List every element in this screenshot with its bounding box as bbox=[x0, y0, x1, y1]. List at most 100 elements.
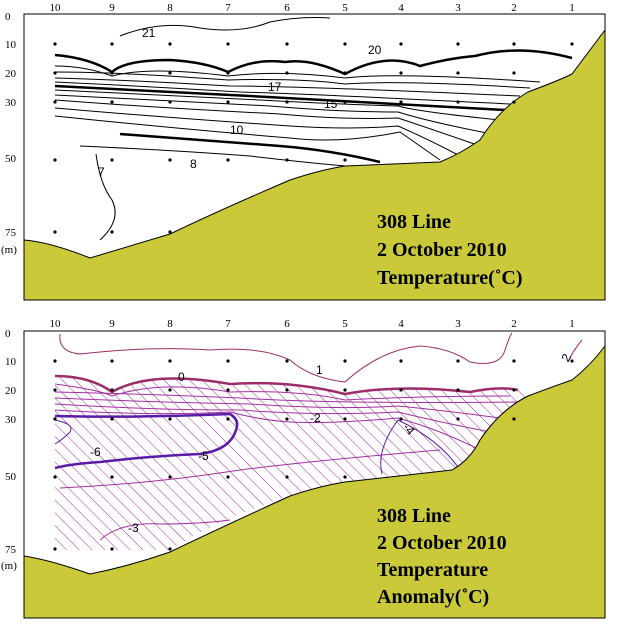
sample-point bbox=[570, 359, 574, 363]
depth-label: 20 bbox=[5, 385, 17, 397]
seafloor-terrain bbox=[23, 28, 606, 301]
contour-label: 17 bbox=[268, 80, 282, 94]
contour-label: 0 bbox=[178, 370, 185, 384]
sample-point bbox=[285, 475, 289, 479]
station-label: 5 bbox=[342, 2, 348, 14]
station-label: 5 bbox=[342, 318, 348, 330]
sample-point bbox=[168, 475, 172, 479]
station-label: 6 bbox=[284, 2, 290, 14]
sample-point bbox=[512, 388, 516, 392]
sample-point bbox=[168, 71, 172, 75]
sample-point bbox=[456, 71, 460, 75]
sample-point bbox=[226, 158, 230, 162]
station-axis: 10 9 8 7 6 5 4 3 2 1 bbox=[50, 318, 575, 330]
depth-label: 50 bbox=[5, 153, 17, 165]
station-label: 7 bbox=[225, 2, 231, 14]
station-label: 4 bbox=[398, 2, 404, 14]
sample-point bbox=[343, 100, 347, 104]
station-label: 1 bbox=[569, 2, 575, 14]
sample-point bbox=[53, 230, 57, 234]
station-label: 2 bbox=[511, 318, 517, 330]
depth-label: 10 bbox=[5, 39, 17, 51]
contour-label: 10 bbox=[230, 123, 244, 137]
sample-points bbox=[53, 359, 574, 551]
temperature-panel: 10 9 8 7 6 5 4 3 2 1 0 10 20 30 50 75 (m… bbox=[1, 2, 606, 301]
sample-point bbox=[512, 359, 516, 363]
depth-label: 0 bbox=[5, 328, 11, 340]
station-label: 3 bbox=[455, 318, 461, 330]
sample-point bbox=[168, 100, 172, 104]
sample-point bbox=[456, 42, 460, 46]
sample-point bbox=[53, 388, 57, 392]
sample-point bbox=[53, 158, 57, 162]
title-line: 2 October 2010 bbox=[377, 239, 507, 261]
depth-label: 20 bbox=[5, 68, 17, 80]
sample-point bbox=[110, 388, 114, 392]
sample-point bbox=[399, 100, 403, 104]
title-line: Temperature(˚C) bbox=[377, 267, 523, 289]
station-label: 8 bbox=[167, 318, 173, 330]
sample-point bbox=[285, 71, 289, 75]
anomaly-contours bbox=[54, 332, 583, 541]
sample-point bbox=[110, 475, 114, 479]
sample-point bbox=[343, 475, 347, 479]
station-label: 1 bbox=[569, 318, 575, 330]
sample-point bbox=[343, 71, 347, 75]
sample-point bbox=[168, 388, 172, 392]
contour-label: -5 bbox=[198, 449, 209, 463]
sample-point bbox=[226, 42, 230, 46]
anomaly-panel: 10 9 8 7 6 5 4 3 2 1 0 10 20 30 50 75 (m… bbox=[1, 318, 606, 619]
sample-point bbox=[168, 230, 172, 234]
depth-label: 75 bbox=[5, 544, 17, 556]
title-line: Temperature bbox=[377, 559, 488, 581]
contour-label: -2 bbox=[310, 411, 321, 425]
depth-label: 0 bbox=[5, 11, 11, 23]
sample-point bbox=[53, 100, 57, 104]
sample-point bbox=[456, 100, 460, 104]
station-label: 9 bbox=[109, 318, 115, 330]
title-line: Anomaly(˚C) bbox=[377, 586, 489, 608]
depth-label: 50 bbox=[5, 471, 17, 483]
sample-point bbox=[512, 42, 516, 46]
station-label: 10 bbox=[50, 2, 62, 14]
sample-point bbox=[110, 359, 114, 363]
sample-point bbox=[512, 71, 516, 75]
sample-point bbox=[399, 388, 403, 392]
sample-point bbox=[285, 417, 289, 421]
contour-label: 20 bbox=[368, 43, 382, 57]
sample-point bbox=[110, 158, 114, 162]
contour-label: 8 bbox=[190, 157, 197, 171]
sample-point bbox=[343, 388, 347, 392]
depth-axis: 0 10 20 30 50 75 (m) bbox=[1, 328, 17, 572]
title-line: 2 October 2010 bbox=[377, 532, 507, 554]
sample-point bbox=[226, 417, 230, 421]
sample-point bbox=[110, 417, 114, 421]
contour-label: 15 bbox=[324, 97, 338, 111]
contour-label: 1 bbox=[316, 363, 323, 377]
contour-label: -6 bbox=[90, 445, 101, 459]
sample-point bbox=[226, 359, 230, 363]
sample-point bbox=[285, 42, 289, 46]
sample-point bbox=[343, 359, 347, 363]
sample-point bbox=[399, 359, 403, 363]
depth-unit-label: (m) bbox=[1, 244, 17, 256]
station-label: 3 bbox=[455, 2, 461, 14]
sample-point bbox=[53, 359, 57, 363]
depth-axis: 0 10 20 30 50 75 (m) bbox=[1, 11, 17, 256]
sample-point bbox=[399, 417, 403, 421]
sample-point bbox=[226, 388, 230, 392]
sample-point bbox=[399, 71, 403, 75]
contour-labels: 21 20 17 15 10 8 7 bbox=[98, 26, 382, 179]
contour-label: 7 bbox=[98, 165, 105, 179]
sample-point bbox=[110, 42, 114, 46]
sample-point bbox=[226, 475, 230, 479]
sample-point bbox=[53, 475, 57, 479]
title-line: 308 Line bbox=[377, 505, 451, 527]
sample-points bbox=[53, 42, 574, 234]
contour-label: -3 bbox=[128, 521, 139, 535]
station-label: 2 bbox=[511, 2, 517, 14]
sample-point bbox=[343, 42, 347, 46]
station-label: 7 bbox=[225, 318, 231, 330]
sample-point bbox=[226, 100, 230, 104]
